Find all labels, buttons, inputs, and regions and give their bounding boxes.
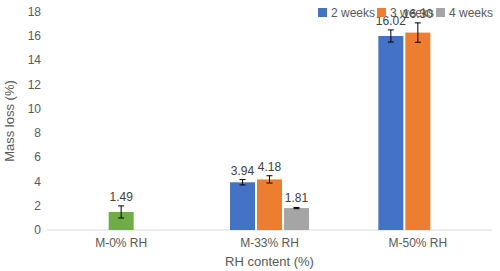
y-tick-label: 18 xyxy=(28,5,42,19)
x-tick-label: M-50% RH xyxy=(388,236,447,250)
plot-area xyxy=(109,23,431,230)
y-tick-label: 0 xyxy=(34,223,41,237)
error-bar xyxy=(415,23,421,42)
x-tick-label: M-0% RH xyxy=(95,236,147,250)
y-tick xyxy=(44,181,47,182)
error-bar xyxy=(118,206,124,218)
x-tick-label: M-33% RH xyxy=(240,236,299,250)
y-tick-label: 4 xyxy=(34,175,41,189)
y-tick xyxy=(44,108,47,109)
y-tick xyxy=(44,36,47,37)
y-tick-label: 6 xyxy=(34,150,41,164)
error-stem xyxy=(269,176,270,183)
error-cap xyxy=(267,183,273,184)
y-tick-label: 2 xyxy=(34,199,41,213)
error-cap xyxy=(240,179,246,180)
bar xyxy=(230,182,255,230)
y-tick xyxy=(44,230,47,231)
legend-label: 3 weeks xyxy=(390,6,434,20)
legend-swatch xyxy=(377,8,386,17)
legend-swatch xyxy=(436,8,445,17)
error-stem xyxy=(390,30,391,42)
error-bar xyxy=(388,30,394,42)
data-label: 3.94 xyxy=(231,164,255,178)
data-label: 1.81 xyxy=(285,191,309,205)
error-cap xyxy=(388,29,394,30)
error-bar xyxy=(267,176,273,183)
data-label: 4.18 xyxy=(258,160,282,174)
bar xyxy=(405,33,430,230)
error-cap xyxy=(240,184,246,185)
error-cap xyxy=(294,208,300,209)
y-tick xyxy=(44,60,47,61)
error-cap xyxy=(415,42,421,43)
y-tick-label: 16 xyxy=(28,29,42,43)
error-cap xyxy=(267,175,273,176)
error-stem xyxy=(242,180,243,185)
legend: 2 weeks 3 weeks 4 weeks xyxy=(318,6,493,20)
data-label: 1.49 xyxy=(109,190,133,204)
y-axis-title: Mass loss (%) xyxy=(2,80,17,162)
bar xyxy=(257,179,282,230)
y-tick-label: 10 xyxy=(28,102,42,116)
error-cap xyxy=(118,205,124,206)
y-tick-label: 14 xyxy=(28,53,42,67)
y-tick xyxy=(44,133,47,134)
bar xyxy=(284,208,309,230)
chart: 0 2 4 6 8 10 12 14 16 18 M-0% RH M-33% RH M-50% RH RH… xyxy=(0,0,500,271)
y-tick xyxy=(44,12,47,13)
legend-swatch xyxy=(318,8,327,17)
y-tick xyxy=(44,205,47,206)
error-stem xyxy=(121,206,122,218)
error-cap xyxy=(118,218,124,219)
error-bar xyxy=(294,207,300,208)
y-tick-label: 12 xyxy=(28,78,42,92)
error-stem xyxy=(417,23,418,42)
x-axis-title: RH content (%) xyxy=(225,254,314,269)
y-tick xyxy=(44,84,47,85)
legend-label: 4 weeks xyxy=(449,6,493,20)
legend-label: 2 weeks xyxy=(331,6,375,20)
error-bar xyxy=(240,180,246,185)
error-cap xyxy=(415,22,421,23)
y-tick xyxy=(44,157,47,158)
y-tick-label: 8 xyxy=(34,126,41,140)
error-cap xyxy=(388,42,394,43)
error-cap xyxy=(294,207,300,208)
bar xyxy=(378,36,403,230)
